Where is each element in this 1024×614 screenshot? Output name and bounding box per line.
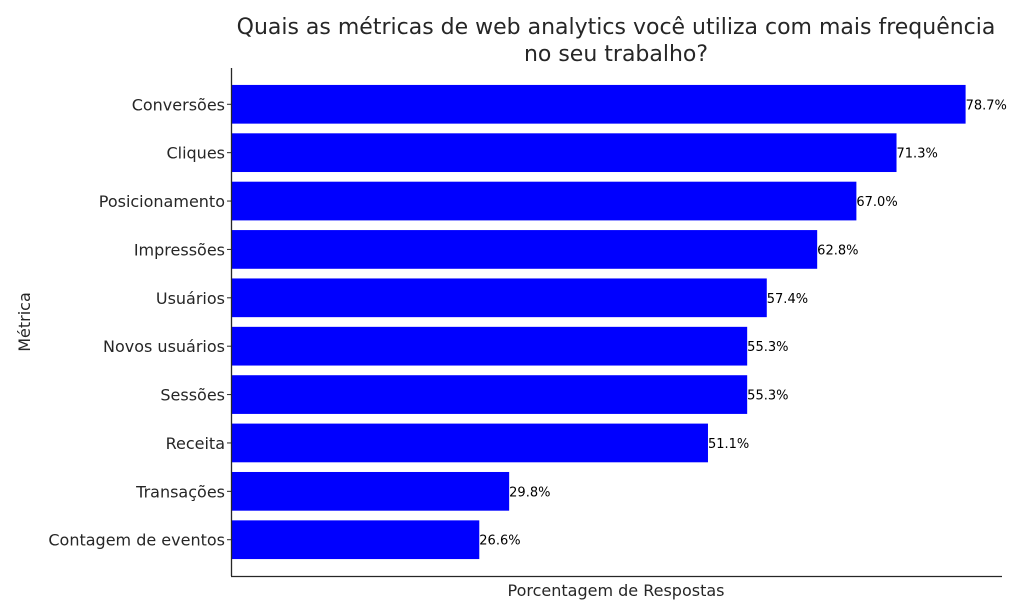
category-label-2: Posicionamento <box>99 192 225 211</box>
value-label-0: 78.7% <box>966 98 1007 113</box>
value-label-1: 71.3% <box>897 147 938 162</box>
bar-2 <box>231 181 857 221</box>
chart-title-line-1: Quais as métricas de web analytics você … <box>237 15 996 40</box>
bar-3 <box>231 230 818 269</box>
category-label-4: Usuários <box>156 289 225 308</box>
category-label-7: Receita <box>166 434 225 453</box>
category-label-8: Transações <box>135 482 225 501</box>
bar-5 <box>231 326 748 366</box>
value-label-2: 67.0% <box>856 195 897 210</box>
category-label-5: Novos usuários <box>103 337 225 356</box>
chart-title: Quais as métricas de web analytics você … <box>237 15 996 67</box>
bar-8 <box>231 471 510 511</box>
plot-area: Conversões 78.7% Cliques 71.3% Posicionament… <box>48 84 1007 560</box>
value-label-5: 55.3% <box>747 340 788 355</box>
y-axis-label: Métrica <box>15 292 34 352</box>
value-label-8: 29.8% <box>509 485 550 500</box>
bar-0 <box>231 84 966 124</box>
value-label-7: 51.1% <box>708 437 749 452</box>
x-axis-label: Porcentagem de Respostas <box>508 581 725 600</box>
value-label-4: 57.4% <box>767 292 808 307</box>
category-label-9: Contagem de eventos <box>48 531 225 550</box>
chart-title-line-2: no seu trabalho? <box>524 42 708 67</box>
value-label-3: 62.8% <box>817 243 858 258</box>
category-label-1: Cliques <box>166 144 225 163</box>
value-label-9: 26.6% <box>479 534 520 549</box>
bar-4 <box>231 278 767 318</box>
value-label-6: 55.3% <box>747 389 788 404</box>
bar-1 <box>231 133 897 173</box>
category-label-3: Impressões <box>134 240 225 259</box>
category-label-6: Sessões <box>160 386 225 405</box>
bar-6 <box>231 375 748 414</box>
bar-9 <box>231 520 480 560</box>
bar-7 <box>231 423 708 463</box>
category-label-0: Conversões <box>132 95 225 114</box>
